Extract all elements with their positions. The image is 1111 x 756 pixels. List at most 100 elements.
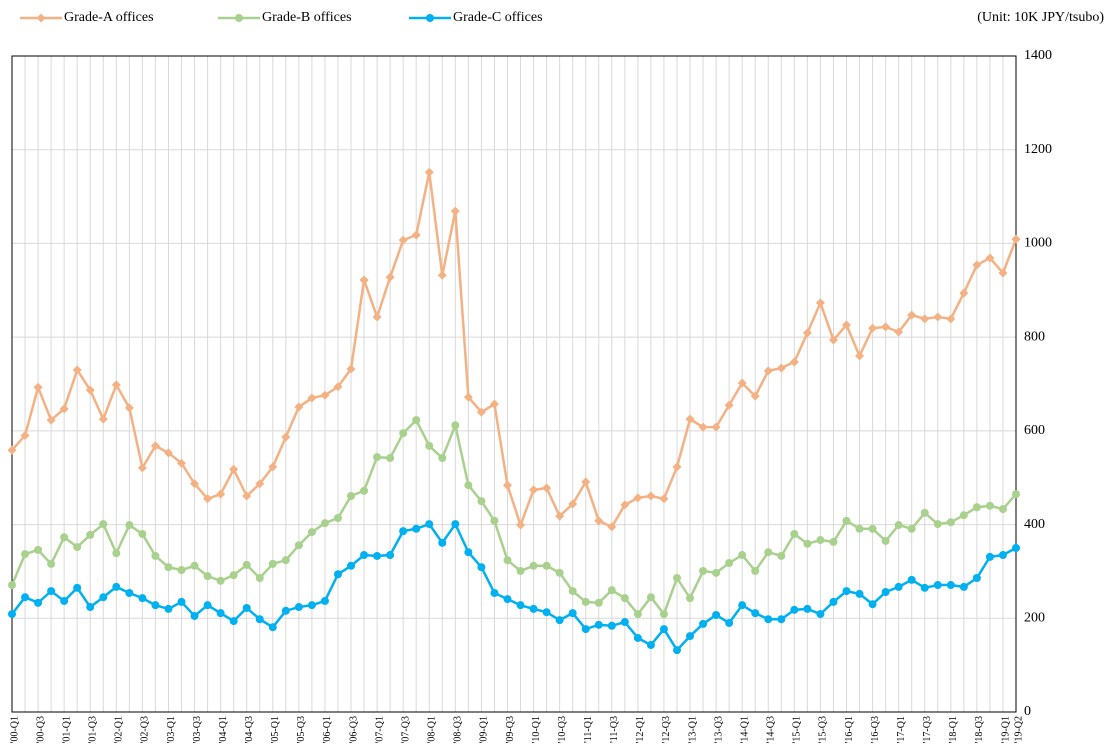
data-point: [177, 458, 187, 468]
x-tick-label: '00-Q1: [9, 716, 20, 743]
x-tick-label: '12-Q1: [635, 716, 646, 743]
data-point: [477, 497, 486, 506]
data-point: [151, 601, 160, 610]
data-point: [333, 382, 343, 392]
data-point: [789, 357, 799, 367]
data-point: [672, 646, 681, 655]
legend-label: Grade-C offices: [453, 10, 543, 25]
data-point: [8, 581, 16, 590]
x-tick-label: '14-Q1: [739, 716, 750, 743]
data-point: [1012, 490, 1020, 499]
data-point: [894, 582, 903, 591]
data-point: [255, 573, 264, 582]
data-point: [881, 588, 890, 597]
data-point: [725, 618, 734, 627]
data-point: [894, 521, 903, 530]
x-tick-label: '18-Q3: [974, 716, 985, 743]
data-point: [255, 479, 265, 489]
data-point: [907, 310, 917, 320]
data-point: [998, 268, 1008, 278]
y-tick-label: 1000: [1024, 236, 1052, 251]
data-point: [59, 404, 69, 414]
data-point: [125, 521, 134, 530]
y-tick-label: 600: [1024, 423, 1045, 438]
data-point: [581, 597, 590, 606]
data-point: [425, 441, 434, 450]
x-tick-label: '13-Q1: [687, 716, 698, 743]
data-point: [868, 323, 878, 333]
data-point: [620, 500, 630, 510]
data-point: [190, 561, 199, 570]
data-point: [568, 499, 578, 509]
data-point: [216, 576, 225, 585]
data-point: [672, 573, 681, 582]
data-point: [359, 275, 369, 285]
data-point: [47, 587, 56, 596]
data-point: [125, 588, 134, 597]
data-point: [411, 230, 421, 240]
data-point: [476, 407, 486, 417]
data-point: [750, 391, 760, 401]
legend-swatch-marker: [235, 14, 243, 22]
data-point: [555, 616, 564, 625]
data-point: [581, 625, 590, 634]
data-point: [698, 422, 708, 432]
data-point: [646, 491, 656, 501]
data-point: [855, 524, 864, 533]
data-point: [868, 600, 877, 609]
data-point: [790, 605, 799, 614]
data-point: [242, 491, 252, 501]
legend-label: Grade-B offices: [262, 10, 352, 25]
data-point: [646, 593, 655, 602]
data-point: [881, 536, 890, 545]
data-point: [398, 235, 408, 245]
data-point: [137, 463, 147, 473]
data-point: [190, 479, 200, 489]
data-point: [894, 327, 904, 337]
data-point: [203, 572, 212, 581]
data-point: [607, 522, 617, 532]
data-point: [360, 551, 369, 560]
data-point: [438, 454, 447, 463]
data-point: [333, 570, 342, 579]
data-point: [490, 588, 499, 597]
data-point: [73, 583, 82, 592]
x-tick-label: '08-Q3: [453, 716, 464, 743]
x-tick-label: '15-Q1: [792, 716, 803, 743]
data-point: [777, 551, 786, 560]
data-point: [581, 477, 591, 487]
data-point: [777, 615, 786, 624]
data-point: [816, 610, 825, 619]
data-point: [933, 312, 943, 322]
data-point: [699, 566, 708, 575]
data-point: [386, 551, 395, 560]
x-tick-label: '03-Q1: [166, 716, 177, 743]
x-tick-label: '06-Q1: [322, 716, 333, 743]
data-point: [790, 529, 799, 538]
x-tick-label: '16-Q3: [870, 716, 881, 743]
data-point: [607, 621, 616, 630]
data-point: [503, 556, 512, 565]
data-point: [659, 610, 668, 619]
unit-note: (Unit: 10K JPY/tsubo): [977, 10, 1104, 25]
legend-swatch-marker: [426, 14, 434, 22]
legend-label: Grade-A offices: [64, 10, 154, 25]
data-point: [164, 604, 173, 613]
data-point: [385, 272, 395, 282]
data-point: [529, 485, 539, 495]
data-point: [464, 548, 473, 557]
x-tick-label: '17-Q1: [896, 716, 907, 743]
data-point: [347, 561, 356, 570]
data-point: [946, 518, 955, 527]
data-point: [712, 568, 721, 577]
data-point: [764, 548, 773, 557]
data-point: [177, 597, 186, 606]
data-point: [542, 608, 551, 617]
data-point: [33, 382, 43, 392]
data-point: [20, 431, 30, 441]
data-point: [907, 524, 916, 533]
data-point: [333, 514, 342, 523]
data-point: [1011, 234, 1021, 244]
data-point: [7, 445, 17, 455]
data-point: [802, 328, 812, 338]
